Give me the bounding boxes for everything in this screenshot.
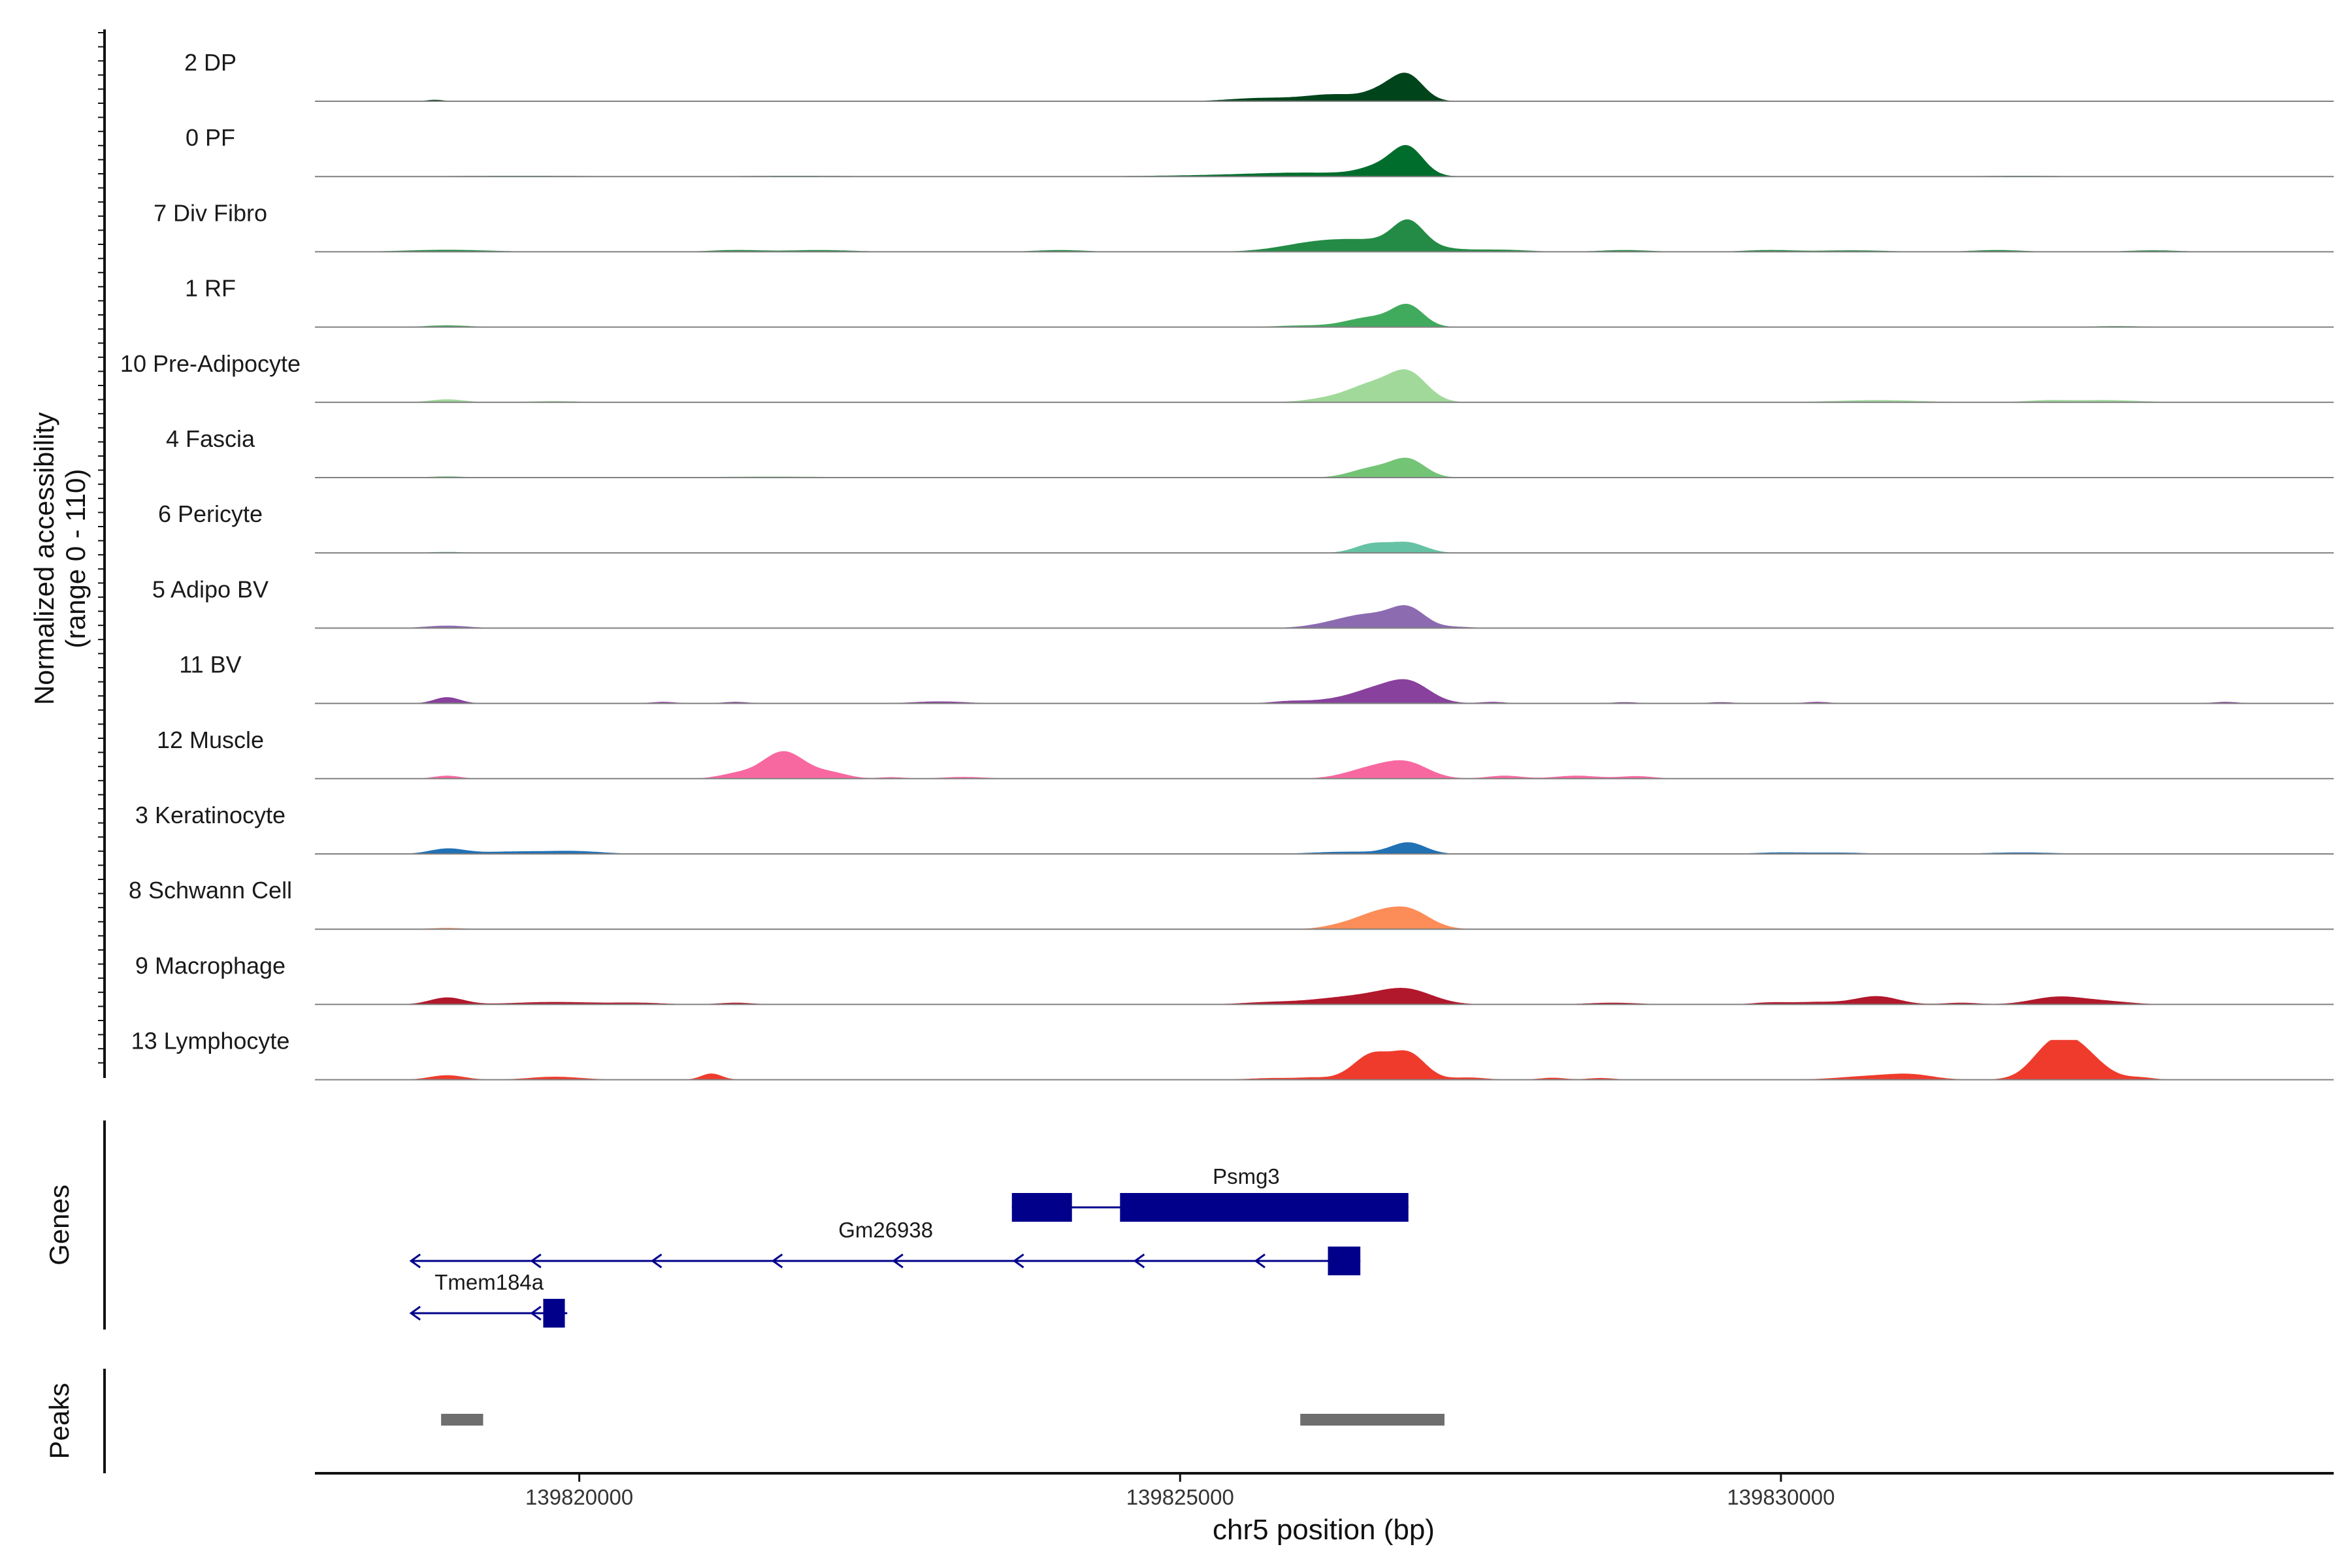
track-3: 7 Div Fibro: [154, 199, 2334, 253]
track-label: 13 Lymphocyte: [131, 1028, 290, 1054]
coverage-axis-ticks: [98, 32, 105, 1064]
track-label: 3 Keratinocyte: [135, 802, 286, 828]
track-5: 10 Pre-Adipocyte: [120, 350, 2334, 403]
gene-label: Tmem184a: [434, 1270, 544, 1294]
track-4: 1 RF: [185, 275, 2334, 328]
x-axis-ticks: 139820000 139825000 139830000: [525, 1473, 1835, 1509]
gene-annotations: Psmg3 Gm26938 Tmem184a: [409, 1164, 1409, 1328]
coverage-area: [315, 679, 2334, 704]
track-label: 11 BV: [179, 651, 241, 678]
track-label: 0 PF: [186, 124, 235, 151]
peak-regions: [441, 1414, 1445, 1426]
gene-label: Gm26938: [838, 1218, 933, 1242]
coverage-tracks: 2 DP 0 PF 7 Div Fibro 1 RF 10 Pre-Adipocyte 4…: [120, 49, 2334, 1081]
peaks-track-label: Peaks: [44, 1383, 74, 1460]
track-label: 8 Schwann Cell: [129, 877, 292, 904]
track-label: 6 Pericyte: [158, 500, 263, 527]
track-10: 12 Muscle: [157, 727, 2334, 779]
track-12: 8 Schwann Cell: [129, 877, 2334, 930]
strand-arrow: [530, 1253, 542, 1269]
track-9: 11 BV: [179, 651, 2334, 704]
coverage-area: [315, 842, 2334, 854]
strand-arrow: [650, 1253, 662, 1269]
track-label: 9 Macrophage: [135, 952, 286, 979]
track-14: 13 Lymphocyte: [131, 1028, 2334, 1081]
strand-arrow: [892, 1253, 904, 1269]
gene-exon: [543, 1299, 565, 1328]
strand-arrow: [409, 1305, 421, 1321]
gene-exon: [1328, 1247, 1361, 1275]
track-13: 9 Macrophage: [135, 952, 2334, 1005]
coverage-area: [315, 1039, 2334, 1080]
coverage-area: [315, 542, 2334, 553]
gene-exon: [1011, 1193, 1072, 1222]
strand-arrow: [1254, 1253, 1266, 1269]
coverage-area: [315, 145, 2334, 177]
coverage-area: [315, 369, 2334, 402]
strand-arrow: [1013, 1253, 1024, 1269]
genes-track-label: Genes: [44, 1184, 74, 1266]
track-6: 4 Fascia: [166, 425, 2334, 478]
coverage-area: [315, 73, 2334, 101]
track-label: 12 Muscle: [157, 727, 264, 753]
gene-label: Psmg3: [1213, 1164, 1280, 1188]
gene-tmem184a: Tmem184a: [409, 1270, 568, 1328]
coverage-area: [315, 219, 2334, 252]
peak-region: [1300, 1414, 1445, 1426]
y-axis-label-range: (range 0 - 110): [60, 469, 91, 649]
coverage-area: [315, 457, 2334, 478]
strand-arrow: [771, 1253, 783, 1269]
x-tick-label: 139830000: [1727, 1485, 1835, 1509]
track-7: 6 Pericyte: [158, 500, 2334, 554]
coverage-area: [315, 906, 2334, 930]
track-label: 1 RF: [185, 275, 236, 302]
coverage-area: [315, 605, 2334, 629]
peak-region: [441, 1414, 483, 1426]
gene-exon: [1120, 1193, 1409, 1222]
gene-psmg3: Psmg3: [1011, 1164, 1409, 1222]
x-axis-label: chr5 position (bp): [1213, 1514, 1435, 1546]
track-label: 5 Adipo BV: [152, 576, 269, 602]
gene-gm26938: Gm26938: [409, 1218, 1361, 1275]
track-label: 2 DP: [184, 49, 237, 76]
x-tick-label: 139820000: [525, 1485, 633, 1509]
coverage-area: [315, 304, 2334, 327]
strand-arrow: [1133, 1253, 1145, 1269]
track-2: 0 PF: [186, 124, 2334, 178]
track-1: 2 DP: [184, 49, 2334, 102]
track-8: 5 Adipo BV: [152, 576, 2334, 629]
track-label: 4 Fascia: [166, 425, 255, 452]
strand-arrow: [409, 1253, 421, 1269]
y-axis-label: Normalized accessibility: [29, 412, 59, 705]
strand-arrow: [530, 1305, 542, 1321]
x-tick-label: 139825000: [1126, 1485, 1234, 1509]
track-label: 7 Div Fibro: [154, 199, 267, 226]
track-11: 3 Keratinocyte: [135, 802, 2334, 855]
coverage-area: [315, 988, 2334, 1005]
coverage-area: [315, 751, 2334, 779]
track-label: 10 Pre-Adipocyte: [120, 350, 301, 377]
